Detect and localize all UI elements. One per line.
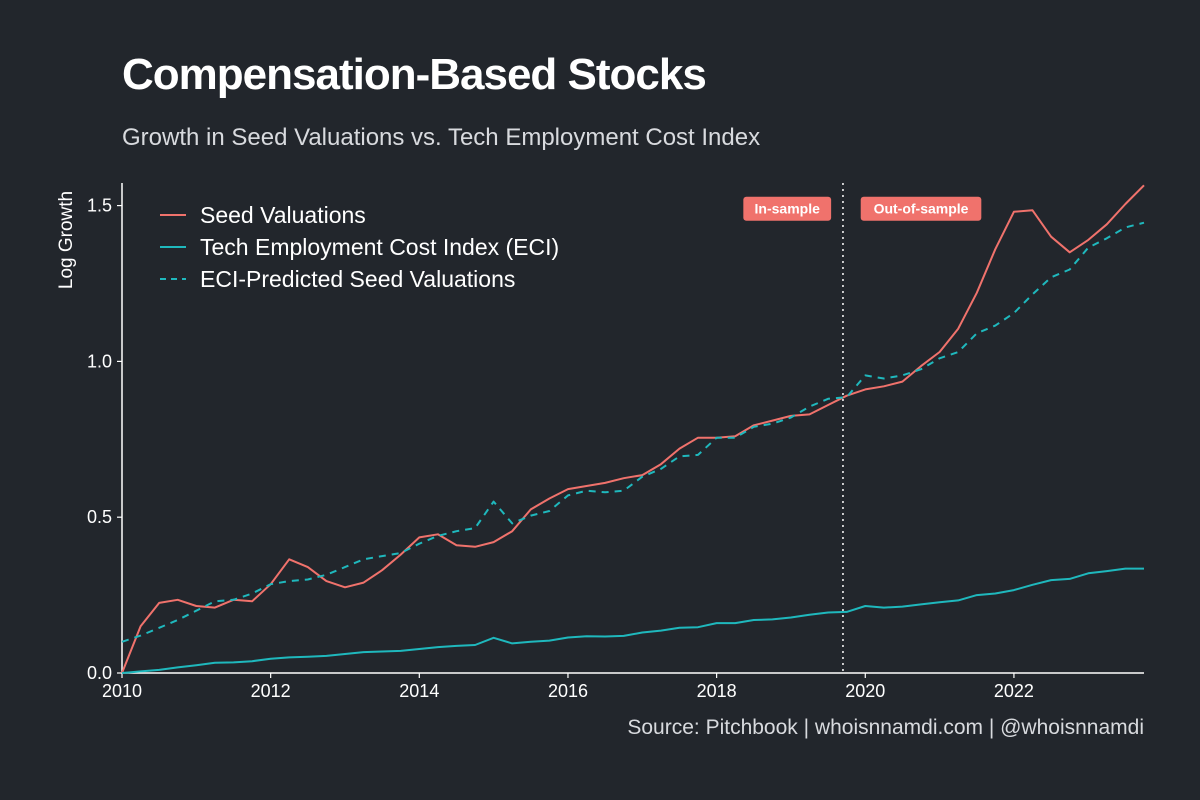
x-tick-label: 2012 (251, 681, 291, 701)
axes: 0.0 0.5 1.0 1.5 2010 2012 2014 2016 2018 2020 2022… (56, 183, 1144, 701)
legend-label: Tech Employment Cost Index (ECI) (200, 234, 559, 260)
x-tick-label: 2010 (102, 681, 142, 701)
y-tick-label: 1.5 (87, 196, 112, 216)
seed-valuations-line (121, 184, 1145, 674)
eci-line (121, 567, 1144, 674)
legend-label: Seed Valuations (200, 202, 366, 228)
chart-subtitle: Growth in Seed Valuations vs. Tech Emplo… (122, 124, 761, 151)
legend: Seed Valuations Tech Employment Cost Inde… (160, 202, 559, 292)
x-tick-label: 2020 (845, 681, 885, 701)
source-caption: Source: Pitchbook | whoisnnamdi.com | @w… (627, 716, 1144, 739)
y-tick-label: 0.5 (87, 507, 112, 527)
x-tick-label: 2014 (399, 681, 439, 701)
out-of-sample-label-box (860, 196, 982, 221)
x-tick-label: 2016 (548, 681, 588, 701)
y-tick-label: 1.0 (87, 351, 112, 371)
y-tick-label: 0.0 (87, 663, 112, 683)
in-sample-label-box (743, 196, 832, 221)
in-sample-label: In-sample (755, 201, 821, 217)
eci-predicted-line (121, 221, 1145, 643)
legend-label: ECI-Predicted Seed Valuations (200, 266, 515, 292)
x-tick-label: 2018 (697, 681, 737, 701)
out-of-sample-label: Out-of-sample (874, 201, 969, 217)
sample-annotations: In-sample Out-of-sample (743, 196, 982, 221)
series-lines (121, 184, 1145, 674)
y-axis-title: Log Growth (56, 191, 77, 289)
chart-title: Compensation-Based Stocks (122, 50, 707, 99)
x-tick-label: 2022 (994, 681, 1034, 701)
